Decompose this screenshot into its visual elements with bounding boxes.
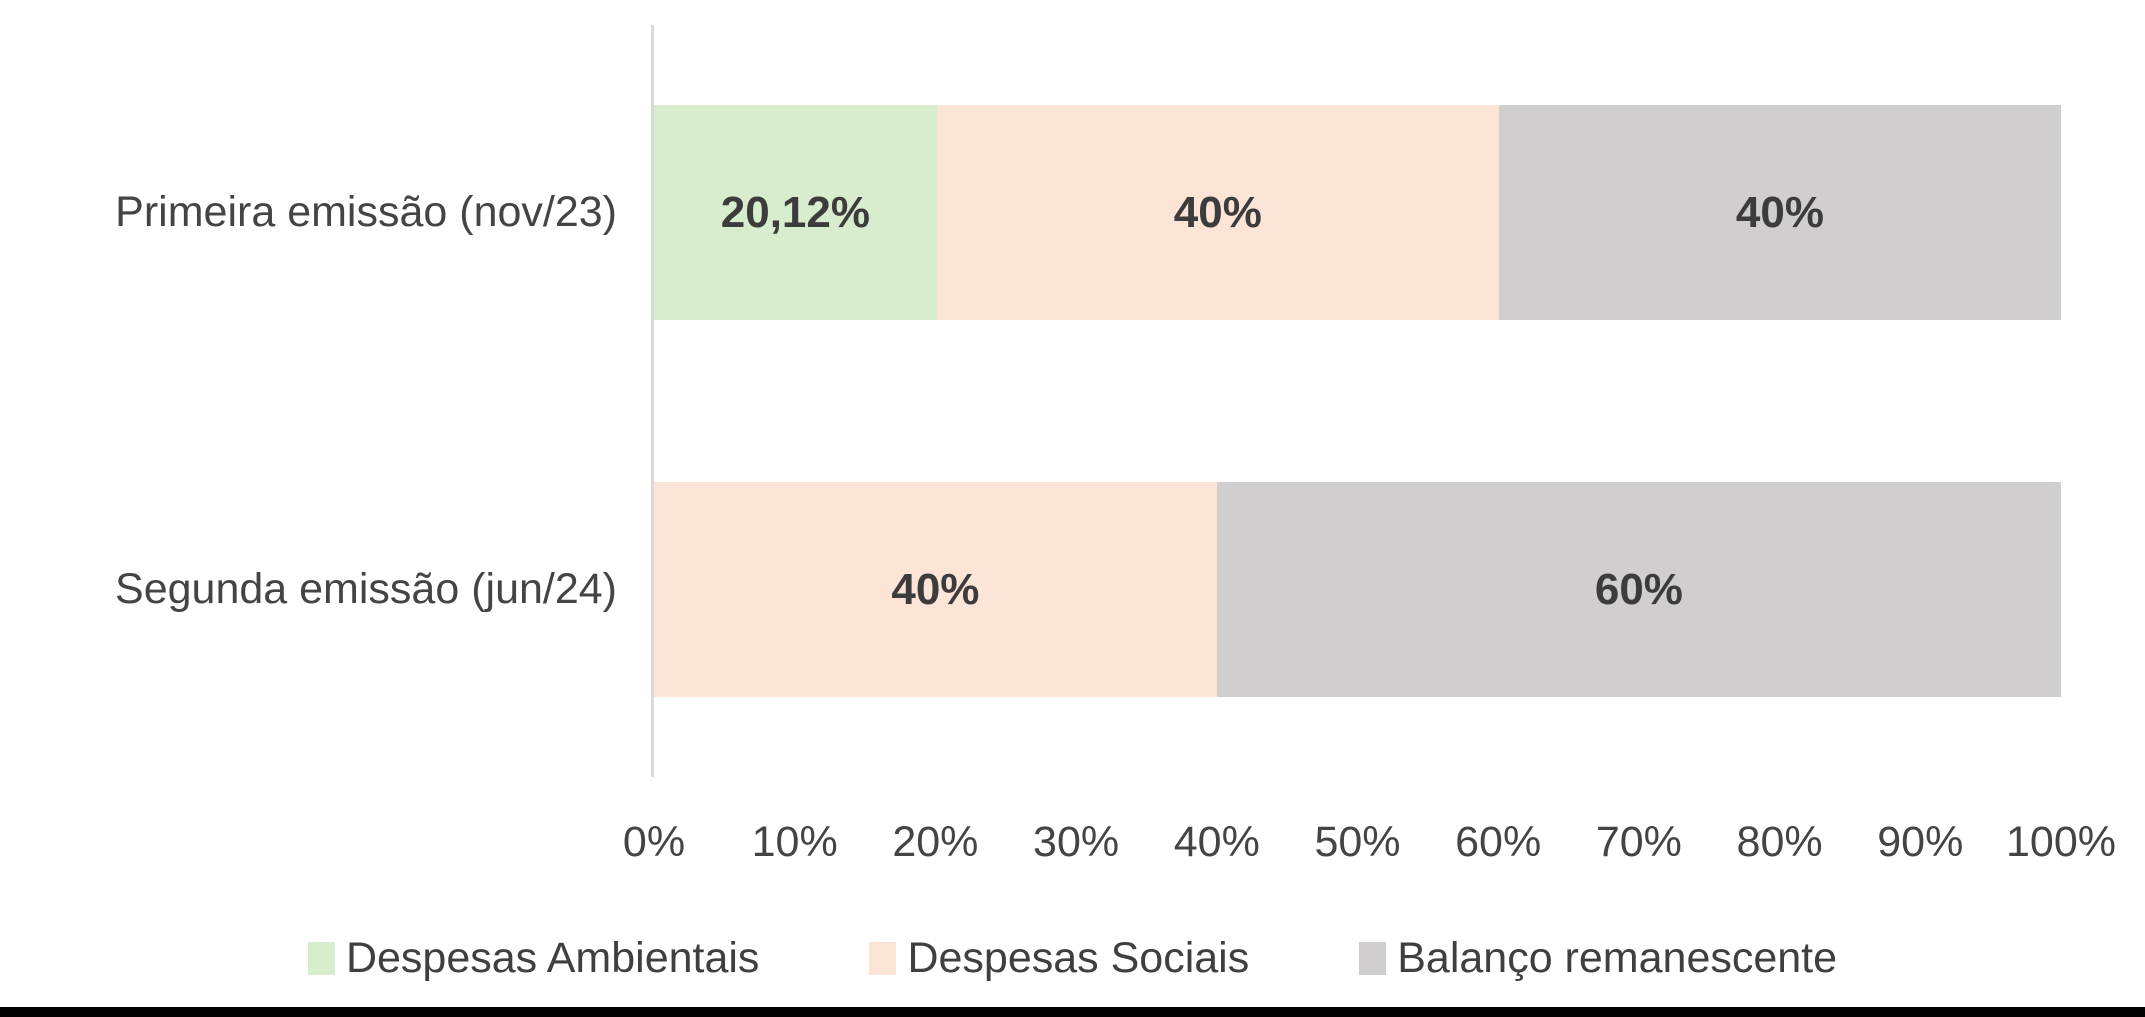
legend-swatch-icon [869, 942, 897, 975]
data-label: 40% [1735, 187, 1824, 237]
legend: Despesas Ambientais Despesas Sociais Balan… [0, 934, 2145, 983]
data-label: 40% [891, 564, 980, 614]
legend-item: Despesas Ambientais [307, 934, 760, 983]
legend-item: Balanço remanescente [1359, 934, 1837, 983]
bar-segment: 40% [1498, 105, 2061, 320]
data-label: 20,12% [720, 187, 870, 237]
x-axis-tick-label: 80% [1736, 818, 1823, 866]
x-axis-tick-label: 40% [1173, 818, 1260, 866]
legend-item: Despesas Sociais [869, 934, 1249, 983]
x-axis-tick-label: 0% [622, 818, 686, 866]
x-axis-tick-label: 100% [2006, 818, 2116, 866]
x-axis-tick-label: 30% [1033, 818, 1120, 866]
category-label: Segunda emissão (jun/24) [115, 565, 617, 613]
legend-swatch-icon [1359, 942, 1387, 975]
bar-segment: 60% [1216, 482, 2061, 697]
legend-label: Despesas Sociais [907, 934, 1250, 982]
data-label: 60% [1594, 564, 1683, 614]
x-axis-tick-label: 60% [1455, 818, 1542, 866]
x-axis-tick-label: 90% [1877, 818, 1964, 866]
bottom-black-strip [0, 1007, 2145, 1017]
bar-segment: 40% [654, 482, 1217, 697]
bar-segment: 40% [936, 105, 1499, 320]
category-label: Primeira emissão (nov/23) [115, 188, 617, 236]
y-axis-line [651, 25, 654, 777]
legend-label: Despesas Ambientais [345, 934, 760, 982]
bar-row: 40% 60% [654, 482, 2061, 697]
x-axis-tick-label: 10% [751, 818, 838, 866]
legend-label: Balanço remanescente [1397, 934, 1838, 982]
x-axis-tick-label: 20% [892, 818, 979, 866]
legend-swatch-icon [307, 942, 335, 975]
bar-segment: 20,12% [654, 105, 937, 320]
x-axis-tick-label: 50% [1314, 818, 1401, 866]
data-label: 40% [1173, 187, 1262, 237]
bar-row: 20,12% 40% 40% [654, 105, 2061, 320]
x-axis-tick-label: 70% [1595, 818, 1682, 866]
